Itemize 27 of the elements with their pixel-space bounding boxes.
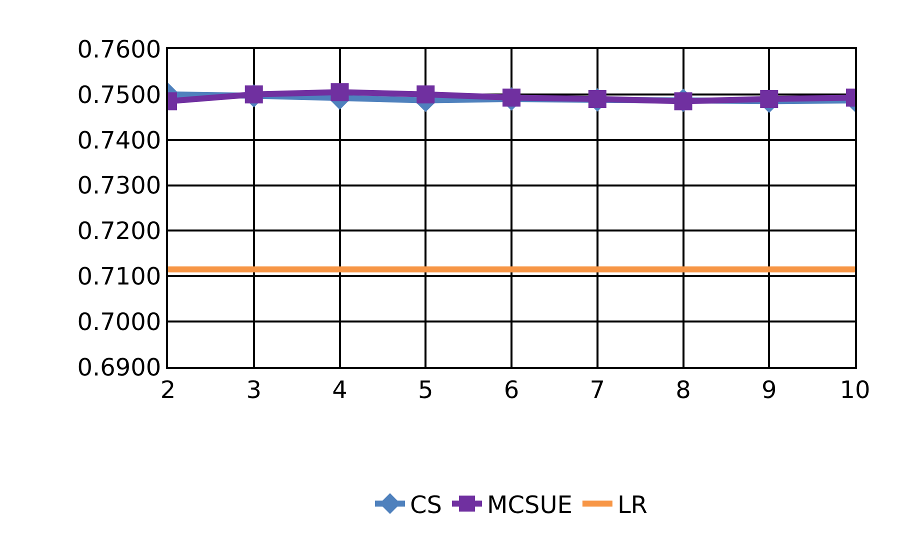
y-tick-label: 0.6900 xyxy=(77,353,162,382)
x-tick-label: 7 xyxy=(590,376,606,404)
y-tick-label: 0.7400 xyxy=(77,126,162,154)
legend-label: MCSUE xyxy=(487,490,572,519)
y-tick-label: 0.7600 xyxy=(77,35,162,64)
x-tick-label: 9 xyxy=(761,376,777,404)
point xyxy=(416,85,435,104)
point xyxy=(330,83,349,102)
y-tick-label: 0.7300 xyxy=(77,172,162,200)
point xyxy=(244,85,263,104)
legend-label: CS xyxy=(410,490,442,519)
x-tick-label: 2 xyxy=(160,376,176,404)
x-tick-label: 5 xyxy=(418,376,434,404)
point xyxy=(502,88,520,107)
x-tick-label: 3 xyxy=(246,376,262,404)
point xyxy=(760,90,778,108)
x-tick-label: 6 xyxy=(504,376,520,404)
y-tick-label: 0.7000 xyxy=(77,308,162,336)
x-tick-label: 8 xyxy=(676,376,691,404)
point xyxy=(588,90,606,108)
x-tick-label: 4 xyxy=(332,376,348,404)
y-tick-label: 0.7500 xyxy=(77,80,162,109)
y-tick-label: 0.7100 xyxy=(77,262,162,291)
legend-label: LR xyxy=(617,490,648,519)
point xyxy=(674,92,692,110)
y-tick-label: 0.7200 xyxy=(77,217,162,246)
x-tick-label: 10 xyxy=(840,376,870,404)
